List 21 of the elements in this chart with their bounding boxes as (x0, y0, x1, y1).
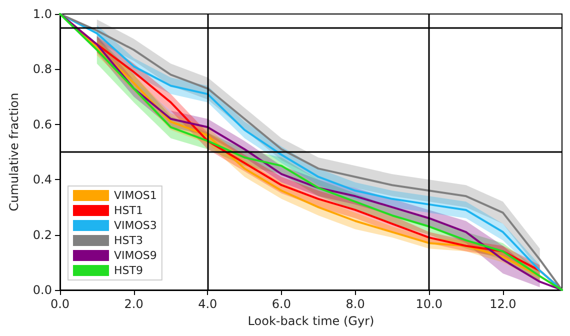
x-tick-label: 10.0 (416, 297, 442, 311)
x-tick-label: 0.0 (50, 297, 70, 311)
legend-label: VIMOS9 (114, 249, 157, 262)
legend-label: HST3 (114, 234, 143, 247)
y-tick-label: 0.0 (32, 283, 52, 297)
y-axis-title: Cumulative fraction (7, 92, 21, 212)
y-tick-label: 0.6 (32, 117, 52, 132)
x-tick-label: 4.0 (198, 297, 218, 311)
x-tick-label: 8.0 (346, 297, 365, 311)
y-tick-label: 0.4 (32, 172, 52, 187)
y-tick-label: 1.0 (32, 7, 52, 21)
legend-label: HST9 (114, 264, 143, 277)
x-axis-title: Look-back time (Gyr) (248, 314, 374, 328)
y-tick-label: 0.2 (32, 228, 52, 242)
x-tick-label: 12.0 (490, 297, 516, 311)
legend-label: VIMOS1 (114, 189, 157, 202)
legend-label: HST1 (114, 204, 143, 217)
y-tick-label: 0.8 (32, 62, 52, 76)
x-tick-label: 6.0 (272, 297, 292, 311)
legend-label: VIMOS3 (114, 219, 157, 232)
x-tick-label: 2.0 (124, 297, 144, 311)
